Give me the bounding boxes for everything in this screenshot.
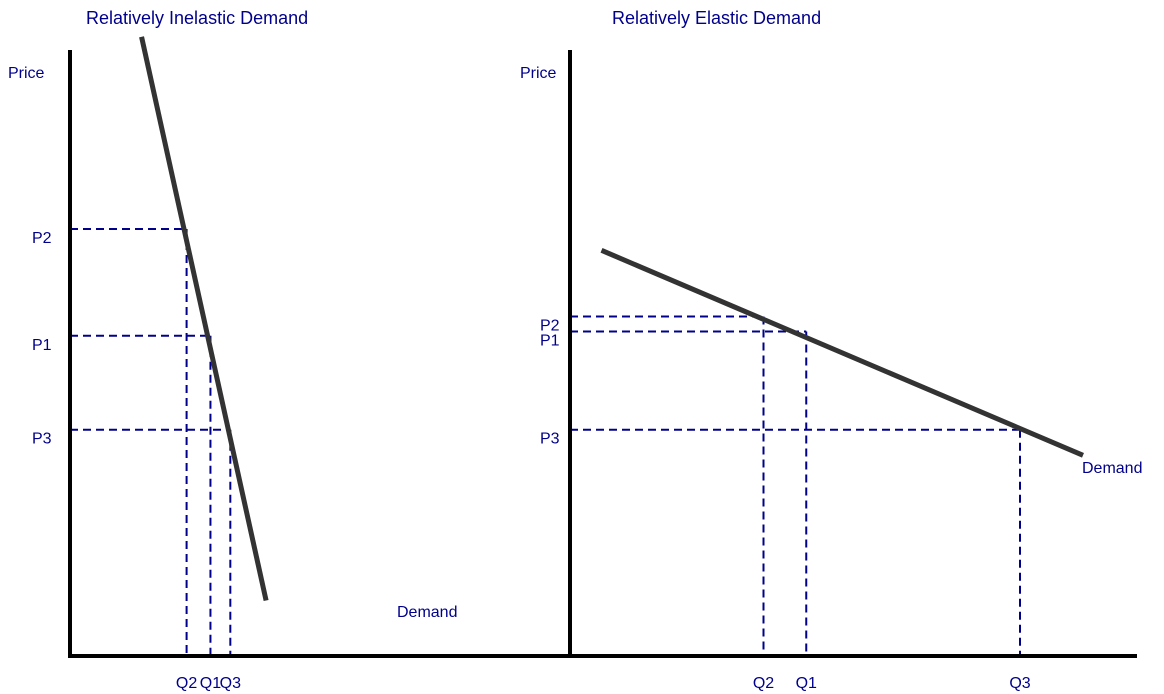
quantity-tick-label: Q3	[1009, 675, 1030, 692]
demand-curve-label: Demand	[1082, 460, 1142, 477]
price-tick-label: P3	[32, 431, 52, 448]
demand-curve	[139, 36, 269, 602]
demand-curve-label: Demand	[397, 604, 457, 621]
guide-lines	[570, 315, 1021, 656]
chart-title: Relatively Elastic Demand	[612, 8, 821, 28]
demand-curve	[600, 248, 1084, 458]
elastic-demand-chart: Relatively Elastic Demand Price Demand P…	[520, 8, 1142, 692]
inelastic-demand-chart: Relatively Inelastic Demand Price Demand…	[8, 8, 625, 692]
price-tick-label: P2	[540, 318, 560, 335]
guide-lines	[70, 228, 232, 656]
price-tick-label: P1	[540, 332, 560, 349]
price-tick-label: P2	[32, 230, 52, 247]
y-axis-label: Price	[520, 65, 557, 82]
tick-labels: P2 Q2 P1 Q1 P3 Q3	[32, 230, 241, 692]
quantity-tick-label: Q1	[200, 675, 221, 692]
price-tick-label: P3	[540, 431, 560, 448]
tick-labels: P2 Q2 P1 Q1 P3 Q3	[540, 318, 1031, 692]
y-axis-label: Price	[8, 65, 45, 82]
chart-title: Relatively Inelastic Demand	[86, 8, 308, 28]
quantity-tick-label: Q3	[220, 675, 241, 692]
price-tick-label: P1	[32, 337, 52, 354]
quantity-tick-label: Q2	[753, 675, 774, 692]
quantity-tick-label: Q1	[796, 675, 817, 692]
quantity-tick-label: Q2	[176, 675, 197, 692]
